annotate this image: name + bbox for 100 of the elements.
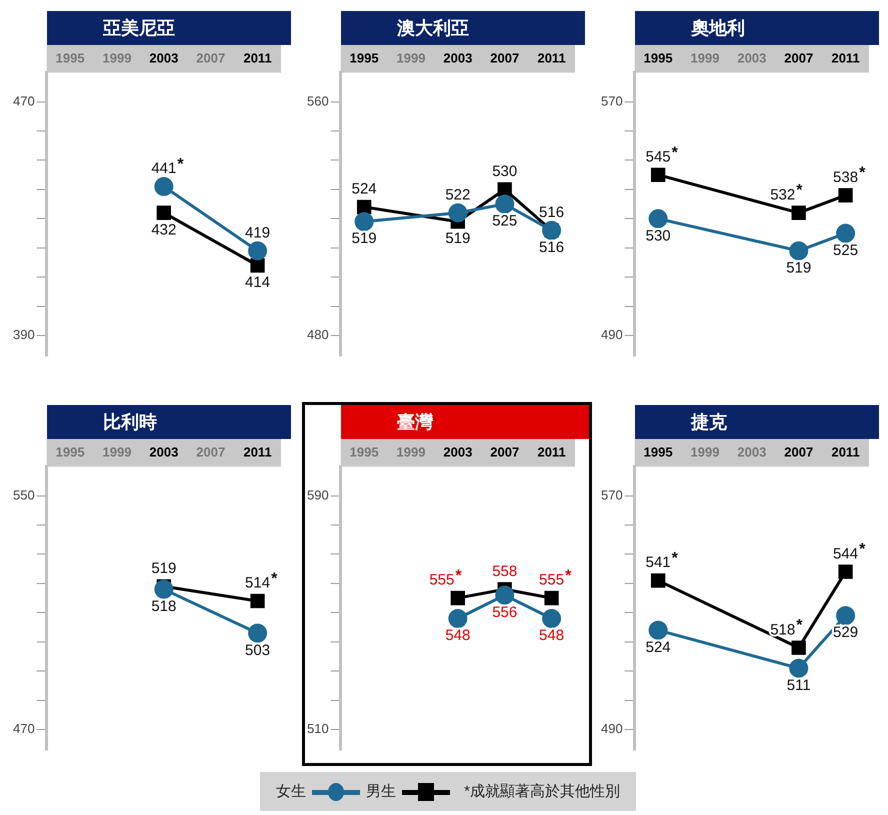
data-label: 558 — [492, 562, 518, 580]
x-tick-label: 2003 — [737, 50, 766, 66]
point — [544, 590, 559, 606]
data-label: 556 — [492, 604, 518, 621]
text: *成就顯著高於其他性別 — [464, 783, 620, 800]
x-tick-label: 2007 — [490, 444, 520, 460]
chart-title: 亞美尼亞 — [47, 11, 291, 45]
y-tick-label: 570 — [600, 93, 623, 108]
y-tick-label: 570 — [600, 487, 623, 502]
point — [838, 564, 853, 579]
point — [542, 609, 562, 628]
x-tick-label: 2003 — [443, 50, 472, 66]
x-tick-label: 1999 — [102, 50, 132, 66]
data-label: 532* — [770, 182, 804, 204]
point — [542, 220, 562, 240]
data-label: 519 — [352, 230, 377, 248]
point — [156, 206, 171, 220]
x-tick-label: 1999 — [102, 444, 132, 460]
point — [248, 241, 268, 260]
x-tick-label: 1999 — [396, 50, 426, 66]
point — [450, 590, 465, 606]
data-label: 522 — [445, 186, 470, 204]
x-tick-label: 1995 — [644, 444, 673, 460]
data-label: 530 — [492, 163, 518, 180]
data-label: 548 — [445, 627, 470, 644]
y-tick-label: 490 — [600, 327, 623, 342]
y-tick-label: 560 — [306, 93, 329, 108]
data-label: 432 — [151, 221, 176, 238]
data-label: 516 — [539, 204, 564, 222]
x-tick-label: 2003 — [149, 50, 178, 66]
data-label: 548 — [539, 627, 564, 644]
data-label: 525 — [833, 242, 858, 259]
y-tick-label: 480 — [306, 327, 329, 342]
x-tick-label: 1999 — [690, 50, 720, 66]
data-label: 516 — [539, 239, 564, 256]
data-label: 538* — [833, 164, 866, 186]
point — [792, 640, 806, 655]
data-label: 514* — [245, 570, 278, 592]
point — [650, 573, 666, 588]
point — [498, 182, 512, 197]
point — [250, 594, 265, 608]
x-tick-label: 2011 — [831, 50, 860, 66]
data-label: 541* — [646, 550, 679, 572]
y-tick-label: 470 — [12, 93, 35, 108]
x-tick-label: 1995 — [644, 50, 673, 66]
data-label: 524 — [646, 638, 671, 656]
x-tick-label: 2011 — [243, 444, 272, 460]
x-tick-label: 2007 — [784, 444, 814, 460]
x-tick-label: 1995 — [350, 444, 379, 460]
point — [495, 586, 514, 605]
data-label: 545* — [646, 144, 679, 166]
data-label: 503 — [245, 642, 270, 659]
x-tick-label: 2003 — [443, 444, 472, 460]
data-label: 419 — [245, 224, 270, 242]
x-tick-label: 1999 — [690, 444, 720, 460]
x-tick-label: 2003 — [149, 444, 178, 460]
x-tick-label: 2007 — [490, 50, 520, 66]
data-label: 530 — [646, 227, 671, 244]
x-tick-label: 1995 — [56, 50, 85, 66]
data-label: 524 — [352, 180, 377, 198]
data-label: 511 — [786, 676, 811, 694]
point — [836, 224, 856, 243]
y-tick-label: 390 — [12, 327, 35, 342]
legend-label: 男生 — [366, 783, 396, 800]
data-label: 518* — [770, 617, 804, 638]
point — [836, 606, 856, 626]
chart-title: 比利時 — [47, 405, 291, 439]
x-tick-label: 2007 — [784, 50, 814, 66]
point — [356, 200, 372, 214]
point — [838, 188, 853, 202]
y-tick-label: 470 — [12, 721, 35, 736]
data-label: 441* — [151, 156, 184, 178]
point — [495, 194, 514, 214]
point — [789, 241, 808, 260]
x-tick-label: 1995 — [350, 50, 379, 66]
data-label: 555* — [429, 567, 462, 589]
point — [354, 212, 374, 232]
y-tick-label: 550 — [12, 487, 35, 502]
y-tick-label: 510 — [306, 721, 329, 736]
x-tick-label: 2003 — [737, 444, 766, 460]
y-tick-label: 490 — [600, 721, 623, 736]
y-tick-label: 590 — [306, 487, 329, 502]
point — [650, 168, 666, 182]
data-label: 555* — [539, 567, 572, 589]
chart-title: 臺灣 — [341, 405, 589, 439]
x-tick-label: 2007 — [196, 50, 226, 66]
point — [648, 620, 668, 640]
point — [792, 206, 806, 220]
data-label: 519 — [445, 230, 470, 248]
data-label: 525 — [492, 212, 518, 230]
data-label: 519 — [786, 259, 812, 276]
data-label: 519 — [151, 560, 176, 578]
point — [250, 258, 265, 273]
chart-title: 奧地利 — [635, 11, 879, 45]
x-tick-label: 2011 — [243, 50, 272, 66]
chart-title: 捷克 — [635, 405, 879, 439]
point — [648, 209, 668, 228]
data-label: 544* — [833, 541, 866, 562]
point — [789, 658, 808, 678]
point — [154, 580, 174, 599]
